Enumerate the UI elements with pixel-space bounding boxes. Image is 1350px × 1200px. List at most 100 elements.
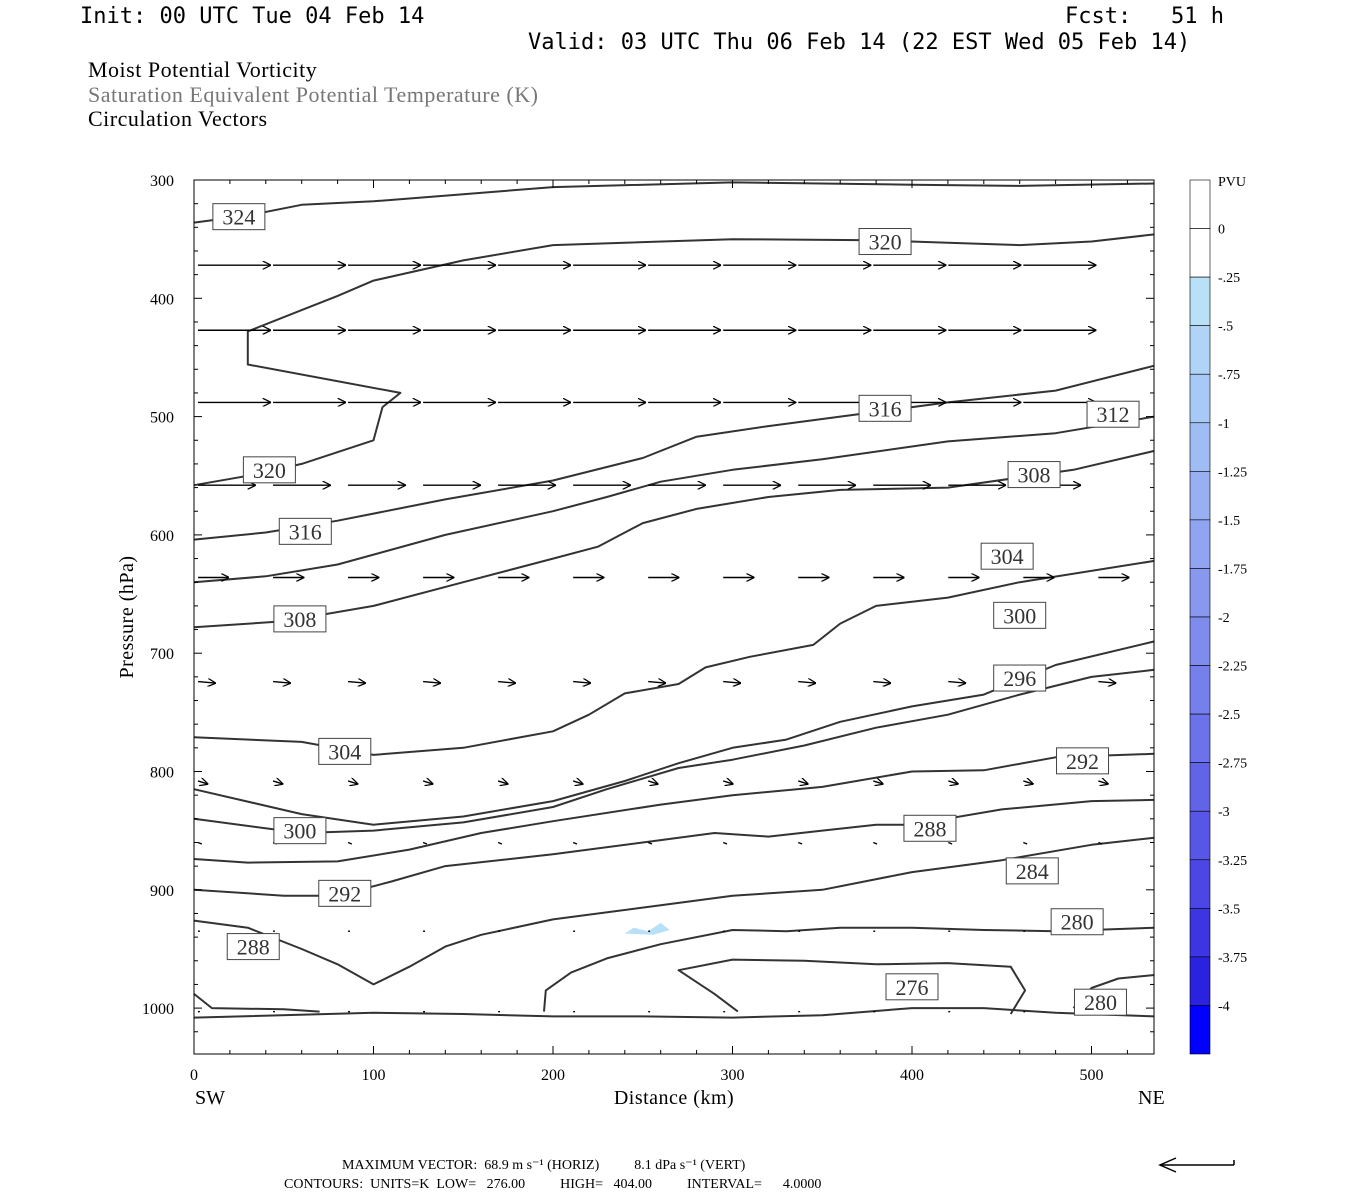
vector-r7-c9 xyxy=(873,841,878,845)
colorbar-swatch-0 xyxy=(1189,179,1211,229)
contour-label-box-15 xyxy=(1005,857,1059,885)
colorbar-label: -3.25 xyxy=(1218,854,1247,869)
x-axis-label: Distance (km) xyxy=(614,1087,734,1109)
vector-r7-c0 xyxy=(197,841,203,845)
colorbar-swatch-8 xyxy=(1189,568,1211,618)
colorbar-swatch-1 xyxy=(1189,228,1211,278)
contour-label-292: 292 xyxy=(1066,749,1099,774)
vector-r7-c7 xyxy=(722,841,728,845)
contour-label-box-20 xyxy=(1073,988,1127,1016)
vector-r5-c2 xyxy=(348,682,365,684)
y-tick-label-600: 600 xyxy=(150,528,174,545)
vector-r5-c1 xyxy=(272,682,290,684)
contour-label-296: 296 xyxy=(1003,666,1036,691)
contour-label-box-18 xyxy=(226,933,280,961)
colorbar-swatch-6 xyxy=(1189,471,1211,521)
colorbar-label: -2 xyxy=(1218,611,1230,626)
contour-label-box-17 xyxy=(1050,908,1104,936)
vector-r6-c2 xyxy=(347,781,358,784)
ne-label: NE xyxy=(1138,1087,1165,1109)
colorbar-swatch-10 xyxy=(1189,665,1211,715)
forecast-hour: Fcst: 51 h xyxy=(1065,4,1224,29)
x-tick-label-400: 400 xyxy=(900,1067,924,1084)
contour-308-4 xyxy=(193,449,1155,629)
y-tick-label-900: 900 xyxy=(150,883,174,900)
vector-r6-c8 xyxy=(798,781,808,784)
y-tick-label-400: 400 xyxy=(150,291,174,308)
contour-label-box-16 xyxy=(318,879,372,907)
contour-312-3 xyxy=(193,415,1155,584)
vector-r7-c6 xyxy=(647,841,653,845)
x-tick-label-500: 500 xyxy=(1080,1067,1104,1084)
colorbar-label: -1 xyxy=(1218,417,1230,432)
vector-r5-c10 xyxy=(948,682,965,684)
contour-label-304: 304 xyxy=(991,544,1024,569)
contour-label-276: 276 xyxy=(896,975,929,1000)
vector-r5-c9 xyxy=(873,682,890,684)
vector-r5-c4 xyxy=(498,682,515,684)
vector-r5-c0 xyxy=(197,682,215,684)
vector-r7-c12 xyxy=(1098,841,1103,845)
colorbar-title: PVU xyxy=(1218,175,1246,190)
contour-label-280: 280 xyxy=(1084,990,1117,1015)
vector-r7-c11 xyxy=(1023,841,1028,845)
contour-label-320: 320 xyxy=(869,230,902,255)
legend-vectors: Circulation Vectors xyxy=(88,106,268,131)
contour-label-box-11 xyxy=(318,737,372,765)
contour-300-6 xyxy=(193,640,1155,826)
vector-r5-c12 xyxy=(1098,682,1115,684)
plot-frame xyxy=(193,179,1155,1055)
vector-r6-c11 xyxy=(1023,781,1032,784)
x-tick-label-200: 200 xyxy=(541,1067,565,1084)
colorbar-label: -.75 xyxy=(1218,368,1240,383)
y-tick-label-500: 500 xyxy=(150,410,174,427)
contour-layer xyxy=(193,181,1155,1019)
vector-r6-c4 xyxy=(497,781,508,784)
legend-mpv: Moist Potential Vorticity xyxy=(88,57,318,82)
vector-r6-c12 xyxy=(1098,781,1108,784)
vector-r6-c7 xyxy=(723,781,733,784)
colorbar-swatch-5 xyxy=(1189,422,1211,472)
pv-region-0 xyxy=(624,922,670,935)
contour-280-11 xyxy=(543,926,1155,1012)
vector-r7-c5 xyxy=(572,841,578,845)
contour-label-box-13 xyxy=(273,817,327,845)
axes-layer: 0 100 200 300 400 500 300 400 500 600 700 800 900 100… xyxy=(142,173,1154,1084)
colorbar-label: -3.5 xyxy=(1218,902,1240,917)
contour-label-box-5 xyxy=(1007,461,1061,489)
colorbar-label: -.5 xyxy=(1218,320,1233,335)
vector-r5-c8 xyxy=(798,682,815,684)
vector-r6-c9 xyxy=(873,781,883,784)
vector-r5-c7 xyxy=(723,682,740,684)
colorbar-swatch-16 xyxy=(1189,956,1211,1006)
vector-r6-c0 xyxy=(197,781,208,784)
contour-label-316: 316 xyxy=(289,519,322,544)
colorbar-label: -1.5 xyxy=(1218,514,1240,529)
contour-label-box-4 xyxy=(242,456,296,484)
contour-label-box-7 xyxy=(980,542,1034,570)
vector-r5-c5 xyxy=(573,682,590,684)
contour-324-0 xyxy=(193,181,1155,224)
contour-292-8 xyxy=(193,752,1155,864)
contour-label-300: 300 xyxy=(283,819,316,844)
colorbar-label: -4 xyxy=(1218,999,1230,1014)
contour-label-box-8 xyxy=(993,601,1047,629)
y-tick-label-800: 800 xyxy=(150,765,174,782)
vector-r7-c3 xyxy=(422,841,428,845)
colorbar-swatch-13 xyxy=(1189,810,1211,861)
vector-r6-c6 xyxy=(647,781,658,784)
contour-label-box-0 xyxy=(212,203,266,231)
vector-r6-c3 xyxy=(422,781,433,784)
contour-label-288: 288 xyxy=(237,935,270,960)
contour-label-box-2 xyxy=(858,394,912,422)
contour-label-288: 288 xyxy=(913,816,946,841)
colorbar-label: -2.25 xyxy=(1218,660,1247,675)
contour-unlabeled-15 xyxy=(193,1007,1155,1019)
colorbar-swatch-17 xyxy=(1189,1005,1211,1055)
contour-label-box-1 xyxy=(858,228,912,256)
contour-304-5 xyxy=(193,559,1155,756)
vector-r6-c10 xyxy=(948,781,958,784)
colorbar-swatch-7 xyxy=(1189,519,1211,569)
colorbar-label: 0 xyxy=(1218,223,1225,238)
contour-label-316: 316 xyxy=(869,396,902,421)
